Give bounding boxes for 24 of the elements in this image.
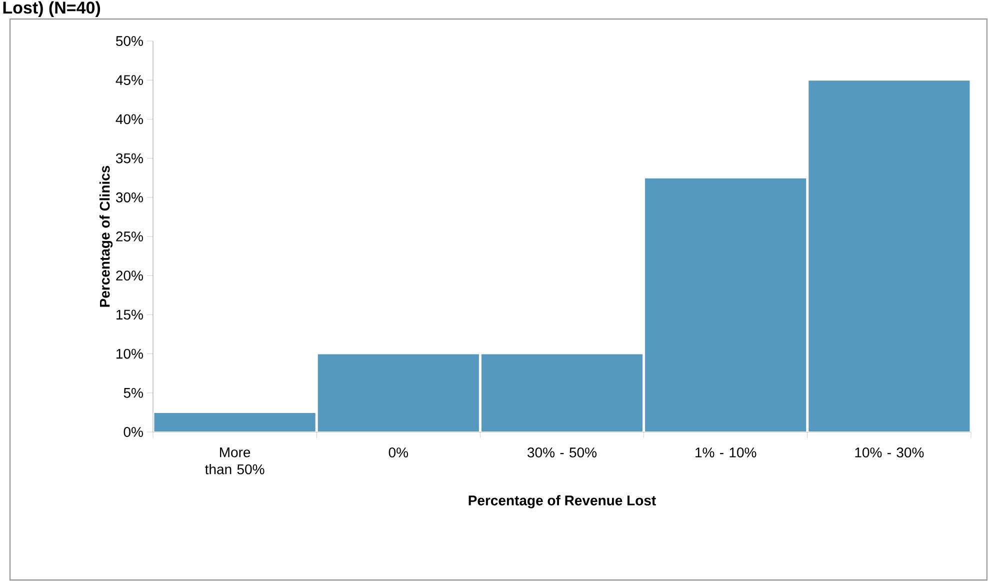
x-tick-label: 1% - 10% — [696, 448, 756, 458]
y-tick-label: 15% — [116, 310, 143, 320]
x-tick-label: 30% - 50% — [528, 448, 596, 458]
bar — [808, 80, 971, 432]
y-tick-label: 25% — [116, 232, 143, 242]
y-tick-label: 35% — [116, 153, 143, 164]
y-tick-label: 5% — [124, 388, 143, 398]
y-tick-label: 0% — [124, 427, 143, 437]
y-tick-label: 30% — [116, 192, 143, 202]
x-tick-label: 0% — [388, 448, 408, 458]
bar — [153, 412, 316, 432]
y-tick-label: 45% — [116, 75, 143, 86]
y-tick-label: 20% — [116, 270, 143, 281]
x-tick-label: 10% - 30% — [855, 448, 924, 458]
x-tick-label: More than 50% — [205, 448, 264, 474]
x-axis-title: Percentage of Revenue Lost — [468, 495, 656, 508]
y-tick-label: 40% — [116, 114, 143, 124]
y-tick-label: 50% — [116, 36, 143, 46]
bar — [316, 353, 480, 432]
y-axis-title: Percentage of Clinics — [99, 166, 113, 307]
bar — [644, 177, 808, 432]
chart-title: Lost) (N=40) — [3, 1, 100, 18]
bar — [480, 353, 644, 432]
y-tick-label: 10% — [116, 348, 143, 359]
